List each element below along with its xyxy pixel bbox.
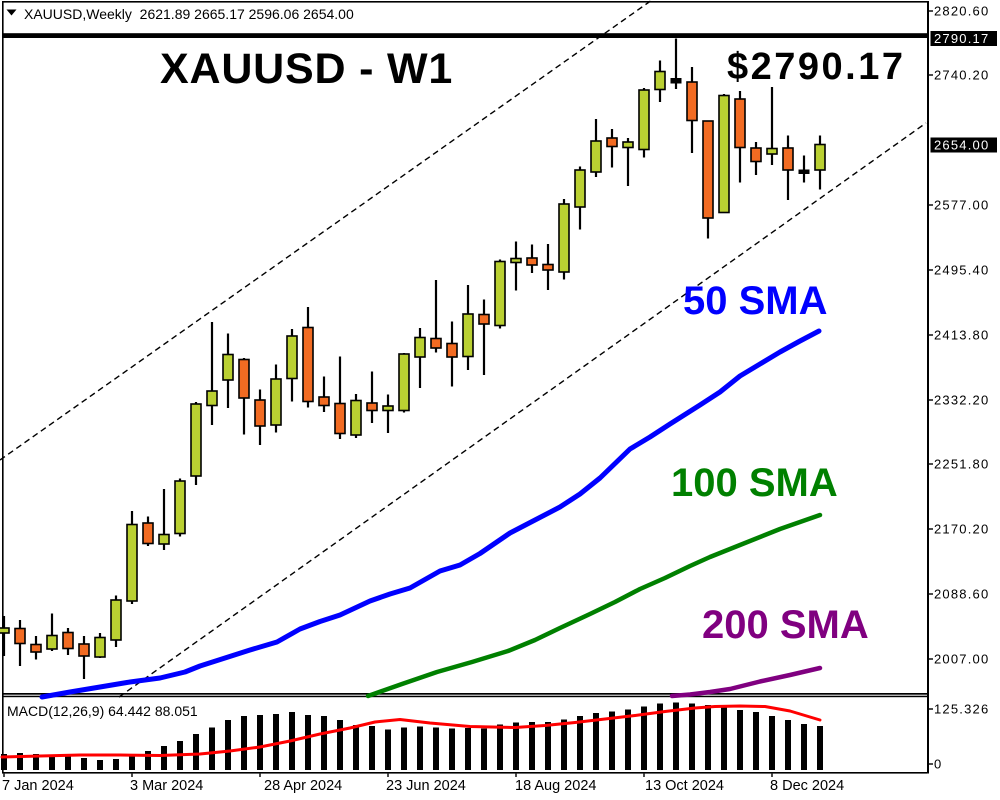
svg-text:0: 0 (934, 757, 942, 772)
svg-text:XAUUSD - W1: XAUUSD - W1 (160, 45, 453, 93)
svg-text:2088.60: 2088.60 (934, 587, 989, 602)
svg-text:2740.20: 2740.20 (934, 68, 989, 83)
svg-text:2820.60: 2820.60 (934, 4, 989, 19)
svg-text:13 Oct 2024: 13 Oct 2024 (645, 778, 724, 794)
svg-text:$2790.17: $2790.17 (727, 46, 906, 88)
svg-text:2251.80: 2251.80 (934, 457, 989, 472)
svg-text:8 Dec 2024: 8 Dec 2024 (770, 778, 844, 794)
svg-text:2495.40: 2495.40 (934, 263, 989, 278)
svg-text:3 Mar 2024: 3 Mar 2024 (130, 778, 203, 794)
svg-text:28 Apr 2024: 28 Apr 2024 (264, 778, 342, 794)
svg-text:2007.00: 2007.00 (934, 652, 989, 667)
svg-text:50 SMA: 50 SMA (683, 279, 828, 323)
svg-text:XAUUSD,Weekly 2621.89 2665.17: XAUUSD,Weekly 2621.89 2665.17 2596.06 26… (24, 6, 354, 22)
svg-text:2332.20: 2332.20 (934, 393, 989, 408)
svg-text:23 Jun 2024: 23 Jun 2024 (386, 778, 466, 794)
svg-text:2577.00: 2577.00 (934, 198, 989, 213)
svg-text:2654.00: 2654.00 (934, 138, 989, 153)
svg-text:2413.80: 2413.80 (934, 328, 989, 343)
svg-text:MACD(12,26,9) 64.442 88.051: MACD(12,26,9) 64.442 88.051 (7, 703, 198, 719)
svg-text:18 Aug 2024: 18 Aug 2024 (515, 778, 596, 794)
svg-text:200 SMA: 200 SMA (702, 603, 869, 647)
svg-text:100 SMA: 100 SMA (671, 461, 838, 505)
svg-text:2170.20: 2170.20 (934, 522, 989, 537)
svg-text:125.326: 125.326 (934, 702, 989, 717)
svg-text:2790.17: 2790.17 (934, 31, 989, 46)
svg-text:7 Jan 2024: 7 Jan 2024 (2, 778, 74, 794)
